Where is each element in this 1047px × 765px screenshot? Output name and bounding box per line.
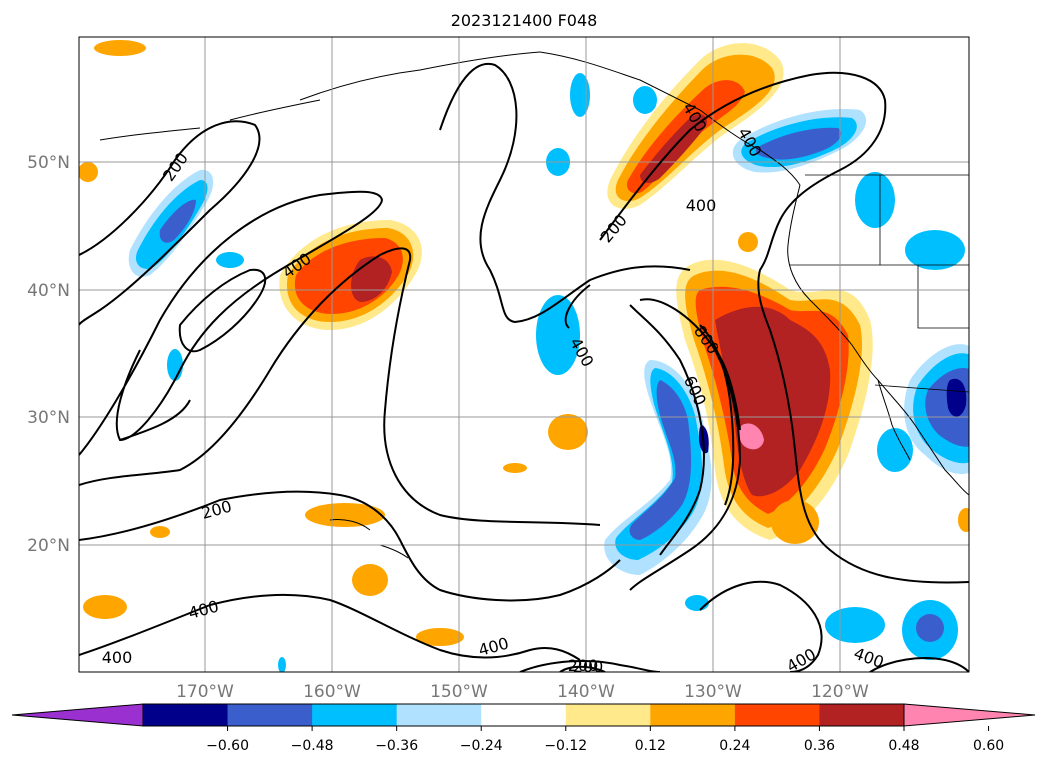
negative-anomaly-west (128, 169, 214, 277)
longitude-labels: 170°W 160°W 150°W 140°W 130°W 120°W (176, 682, 869, 702)
colorbar-extend-high (903, 703, 1036, 727)
colorbar: −0.60 −0.48 −0.36 −0.24 −0.12 0.12 0.24 0.36 0.4… (11, 703, 1036, 754)
colorbar-segment (819, 704, 905, 726)
figure-title: 2023121400 F048 (451, 11, 598, 30)
latitude-labels: 50°N 40°N 30°N 20°N (27, 153, 70, 556)
contour-label: 400 (102, 648, 133, 667)
positive-anomaly-small (79, 40, 969, 646)
colorbar-segment (734, 704, 820, 726)
coastlines (99, 51, 969, 559)
lat-label: 30°N (27, 408, 70, 428)
colorbar-tick-label: 0.36 (804, 738, 835, 754)
colorbar-tick-label: −0.48 (291, 738, 334, 754)
colorbar-tick-label: −0.12 (544, 738, 587, 754)
lon-label: 170°W (176, 682, 234, 702)
colorbar-segment (650, 704, 736, 726)
lon-label: 150°W (430, 682, 488, 702)
map-border (78, 36, 970, 673)
lat-label: 40°N (27, 281, 70, 301)
lon-label: 120°W (811, 682, 869, 702)
colorbar-tick-label: −0.24 (460, 738, 503, 754)
colorbar-segment (227, 704, 313, 726)
lon-label: 130°W (684, 682, 742, 702)
lon-label: 160°W (303, 682, 361, 702)
colorbar-tick-label: −0.36 (375, 738, 418, 754)
colorbar-tick-label: 0.48 (888, 738, 919, 754)
negative-anomaly-mexico (877, 344, 969, 474)
contour-label: 400 (686, 196, 717, 215)
contour-label: 200 (573, 657, 604, 676)
colorbar-segment (312, 704, 398, 726)
gridlines (79, 37, 969, 672)
colorbar-border (142, 703, 905, 727)
map-content: 200 200 200 400 400 400 400 400 400 400 … (79, 37, 969, 676)
colorbar-tick-label: 0.60 (973, 738, 1004, 754)
borders (790, 174, 969, 393)
negative-anomaly-bc (732, 109, 867, 173)
lon-label: 140°W (557, 682, 615, 702)
colorbar-segment (396, 704, 482, 726)
colorbar-segment (481, 704, 567, 726)
colorbar-tick-label: −0.60 (206, 738, 249, 754)
positive-anomaly-california (676, 259, 873, 540)
contour-lines (79, 62, 969, 672)
colorbar-tick-label: 0.12 (635, 738, 666, 754)
lat-label: 50°N (27, 153, 70, 173)
colorbar-extend-low (11, 703, 144, 727)
colorbar-segment (143, 704, 229, 726)
colorbar-tick-label: 0.24 (719, 738, 750, 754)
colorbar-segment (565, 704, 651, 726)
contour-label: 200 (568, 656, 599, 675)
lat-label: 20°N (27, 536, 70, 556)
